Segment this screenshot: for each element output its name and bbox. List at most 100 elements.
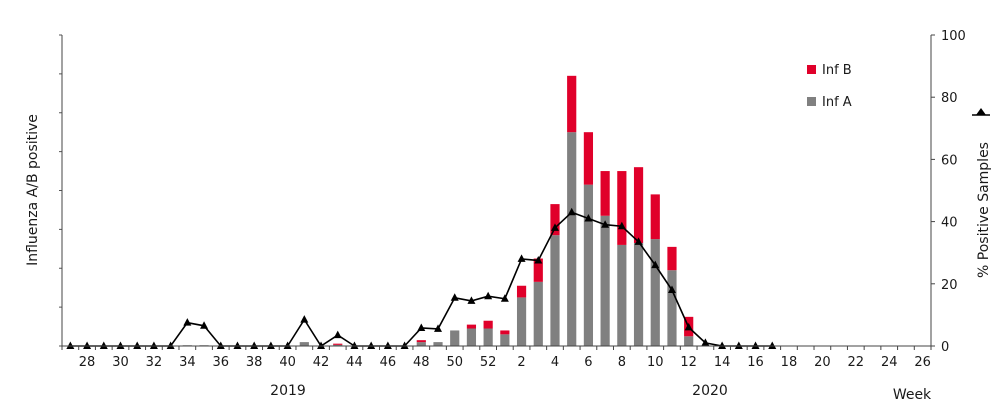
percent-positive-point [266,341,275,349]
percent-positive-point [66,341,75,349]
bar-inf-a [433,342,443,346]
year-label-2019: 2019 [270,383,306,399]
x-tick-label: 50 [446,355,463,370]
bar-inf-a [466,328,477,346]
bar-inf-b [633,167,644,243]
percent-positive-point [684,322,693,331]
bar-inf-b [667,246,677,271]
bar-inf-b [600,171,610,216]
bar-inf-b [617,171,627,245]
x-tick-label: 44 [346,355,363,370]
x-tick-label: 52 [480,355,497,370]
bar-inf-b [567,75,577,133]
right-tick-label: 60 [941,153,958,168]
bar-inf-b [333,343,343,345]
percent-positive-point [718,341,727,349]
x-tick-label: 2 [517,355,525,370]
percent-positive-point [216,341,225,349]
bar-inf-a [633,242,644,346]
percent-positive-point [751,341,760,349]
bar-inf-a [516,297,527,346]
x-tick-label: 12 [680,355,697,370]
x-tick-label: 28 [79,355,96,370]
percent-positive-point [166,341,175,349]
x-tick-label: 36 [212,355,229,370]
x-tick-label: 48 [413,355,430,370]
percent-positive-point [634,237,643,245]
bar-inf-a [684,336,694,346]
bar-inf-a [567,132,577,346]
bar-inf-a [550,235,560,346]
x-tick-label: 40 [279,355,296,370]
percent-positive-point [550,223,559,231]
percent-positive-point [651,260,660,269]
bar-inf-b [550,204,560,236]
bar-series [182,75,694,346]
bar-inf-b [466,324,477,329]
bar-inf-b [500,330,510,335]
percent-positive-point [383,341,392,349]
percent-positive-point [99,341,108,349]
x-tick-label: 18 [781,355,798,370]
bar-inf-a [500,334,510,346]
percent-positive-point [317,341,326,349]
bar-inf-a [583,184,594,346]
legend-swatch-inf-a [807,97,816,106]
percent-positive-point [333,330,342,339]
percent-positive-point [200,321,209,329]
percent-positive-point [283,341,292,349]
percent-positive-point [701,338,710,346]
percent-positive-point [667,285,676,294]
x-tick-label: 46 [380,355,397,370]
percent-positive-point [183,318,192,326]
percent-positive-point [250,341,259,349]
right-tick-label: 80 [941,91,958,106]
percent-positive-point [133,341,142,349]
x-axis-title: Week [893,387,932,403]
legend: Inf B Inf A [807,63,852,110]
percent-positive-point [400,341,409,349]
year-label-2020: 2020 [692,383,728,399]
line-legend-triangle [976,108,986,115]
percent-positive-point [149,341,158,349]
x-axis-ticks: 28 30 32 34 36 38 40 42 44 46 48 50 52 2 4 6 8 10 12 14 16 18… [61,346,932,370]
bar-inf-a [333,344,343,346]
percent-positive-point [300,315,309,323]
right-tick-label: 100 [941,29,966,44]
percent-positive-point [116,341,125,349]
right-tick-label: 40 [941,216,958,231]
right-axis-title: % Positive Samples [976,142,992,278]
percent-positive-point [83,341,92,349]
right-tick-label: 20 [941,278,958,293]
percent-positive-point [434,324,443,332]
percent-positive-point [367,341,376,349]
percent-positive-point [450,293,459,301]
percent-positive-point [584,213,593,222]
bar-inf-a [533,281,543,346]
bar-inf-a [483,328,493,346]
bar-inf-b [483,320,493,329]
left-axis-title: Influenza A/B positive [25,114,41,266]
right-axis-ticks: 0 20 40 60 80 100 [931,29,966,355]
percent-positive-point [517,254,526,262]
x-tick-label: 38 [246,355,263,370]
x-tick-label: 42 [313,355,330,370]
x-tick-label: 20 [814,355,831,370]
percent-positive-point [734,341,743,349]
x-tick-label: 26 [914,355,931,370]
x-tick-label: 32 [146,355,163,370]
percent-positive-point [567,207,576,216]
bar-inf-a [450,330,460,346]
percent-positive-point [233,341,242,349]
bar-inf-a [416,342,426,346]
x-tick-label: 14 [714,355,731,370]
percent-positive-point [617,221,626,230]
percent-positive-point [500,294,509,302]
x-tick-label: 8 [618,355,626,370]
x-tick-label: 30 [112,355,129,370]
percent-positive-point [601,220,610,228]
line-legend-marker [972,108,990,116]
bar-inf-a [667,270,677,346]
legend-label-inf-b: Inf B [822,63,852,78]
